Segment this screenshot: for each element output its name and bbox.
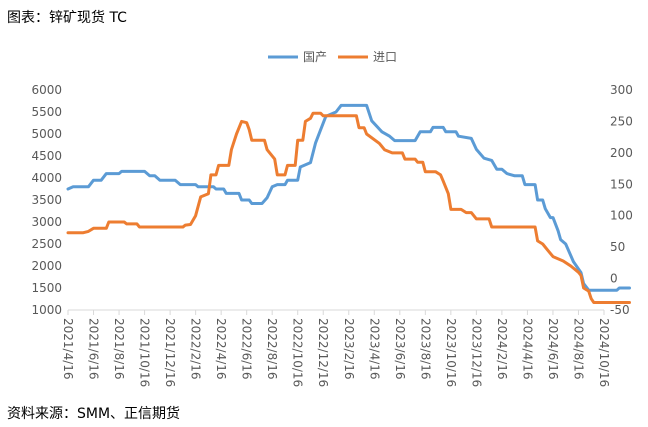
- x-tick-label: 2021/4/16: [61, 318, 75, 380]
- y-left-tick-label: 3500: [31, 193, 62, 207]
- y-right-tick-label: 250: [610, 114, 633, 128]
- y-right-tick-label: 100: [610, 209, 633, 223]
- chart-legend: 国产 进口: [268, 50, 397, 64]
- x-tick-label: 2022/12/16: [316, 318, 330, 387]
- x-tick-label: 2023/8/16: [418, 318, 432, 380]
- x-tick-label: 2023/12/16: [469, 318, 483, 387]
- x-tick-label: 2021/8/16: [112, 318, 126, 380]
- y-right-tick-label: 300: [610, 83, 633, 97]
- legend-label-2: 进口: [373, 50, 397, 64]
- x-tick-label: 2024/8/16: [571, 318, 585, 380]
- x-tick-label: 2023/6/16: [393, 318, 407, 380]
- left-y-axis: 6000 5500 5000 4500 4000 3500 3000 2500 2000 1500…: [31, 83, 62, 317]
- x-tick-label: 2022/8/16: [265, 318, 279, 380]
- y-left-tick-label: 5000: [31, 127, 62, 141]
- x-tick-label: 2022/2/16: [189, 318, 203, 380]
- legend-label-1: 国产: [303, 50, 327, 64]
- right-y-axis: 300 250 200 150 100 50 0 -50: [610, 83, 633, 317]
- y-right-tick-label: 200: [610, 146, 633, 160]
- y-left-tick-label: 4000: [31, 171, 62, 185]
- x-tick-label: 2022/10/16: [291, 318, 305, 387]
- y-right-tick-label: 150: [610, 177, 633, 191]
- y-left-tick-label: 1500: [31, 281, 62, 295]
- plot-lines: [66, 103, 631, 304]
- y-left-tick-label: 5500: [31, 105, 62, 119]
- x-tick-label: 2024/2/16: [495, 318, 509, 380]
- y-right-tick-label: 0: [610, 272, 618, 286]
- y-left-tick-label: 2000: [31, 259, 62, 273]
- y-left-tick-label: 6000: [31, 83, 62, 97]
- y-left-tick-label: 3000: [31, 215, 62, 229]
- y-left-tick-label: 1000: [31, 303, 62, 317]
- figure-source: 资料来源：SMM、正信期货: [7, 406, 181, 422]
- series-line-2: [66, 111, 631, 304]
- x-tick-label: 2024/4/16: [520, 318, 534, 380]
- figure-title: 图表：锌矿现货 TC: [7, 10, 127, 26]
- x-axis: 2021/4/16 2021/6/16 2021/8/16 2021/10/16 202…: [61, 309, 611, 387]
- x-tick-label: 2024/10/16: [597, 318, 611, 387]
- x-tick-label: 2023/2/16: [342, 318, 356, 380]
- x-tick-label: 2023/4/16: [367, 318, 381, 380]
- y-right-tick-label: -50: [610, 303, 630, 317]
- x-tick-label: 2021/10/16: [138, 318, 152, 387]
- y-left-tick-label: 4500: [31, 149, 62, 163]
- x-tick-label: 2023/10/16: [444, 318, 458, 387]
- x-tick-label: 2021/6/16: [87, 318, 101, 380]
- x-tick-label: 2022/6/16: [240, 318, 254, 380]
- series-line-1: [66, 103, 631, 292]
- y-left-tick-label: 2500: [31, 237, 62, 251]
- x-tick-label: 2021/12/16: [163, 318, 177, 387]
- x-tick-label: 2024/6/16: [546, 318, 560, 380]
- y-right-tick-label: 50: [610, 240, 625, 254]
- x-tick-label: 2022/4/16: [214, 318, 228, 380]
